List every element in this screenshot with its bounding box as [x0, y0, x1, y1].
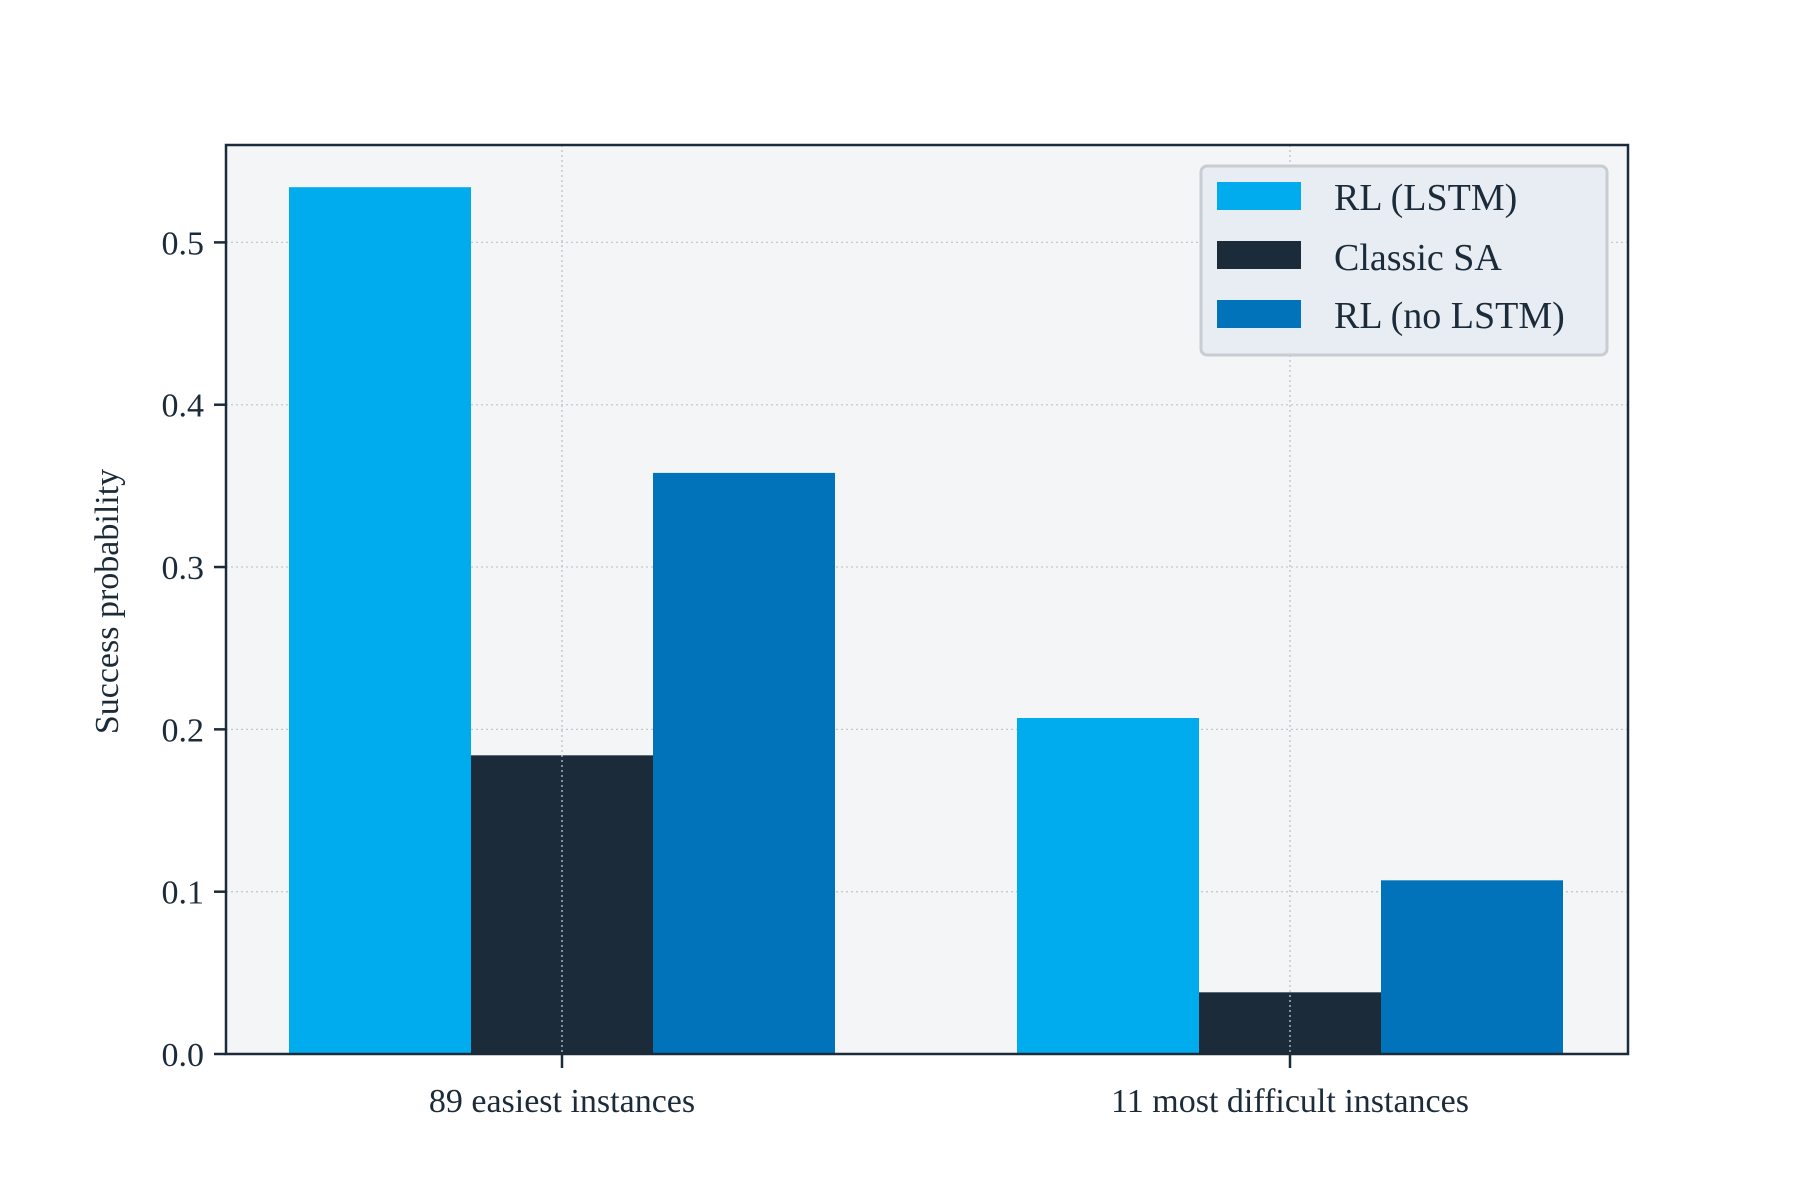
y-tick-label: 0.3: [162, 550, 205, 587]
legend: RL (LSTM) Classic SA RL (no LSTM): [1199, 164, 1609, 357]
legend-swatch: [1217, 241, 1301, 269]
y-tick-label: 0.5: [162, 225, 205, 262]
plot-frame: [224, 143, 1630, 1056]
y-tick-label: 0.4: [162, 388, 205, 425]
bar: [653, 472, 835, 1054]
y-axis-label: Success probability: [89, 469, 126, 734]
legend-label: RL (LSTM): [1334, 177, 1517, 219]
x-tick-label: 89 easiest instances: [429, 1083, 695, 1120]
bar: [1199, 992, 1381, 1054]
y-tick-label: 0.0: [162, 1037, 205, 1074]
axis-ticks: 0.0 0.1 0.2 0.3 0.4 0.5 89 easiest instances 11…: [162, 225, 1469, 1120]
bar: [1017, 717, 1199, 1054]
y-tick-label: 0.1: [162, 875, 205, 912]
bar: [289, 187, 471, 1055]
bars: [289, 145, 1563, 1055]
legend-swatch: [1217, 182, 1301, 210]
y-tick-label: 0.2: [162, 712, 205, 749]
x-tick-label: 11 most difficult instances: [1111, 1083, 1469, 1120]
legend-box: [1199, 164, 1609, 357]
legend-label: RL (no LSTM): [1334, 295, 1565, 337]
bar: [1381, 880, 1563, 1054]
legend-label: Classic SA: [1334, 237, 1502, 279]
legend-swatch: [1217, 300, 1301, 328]
